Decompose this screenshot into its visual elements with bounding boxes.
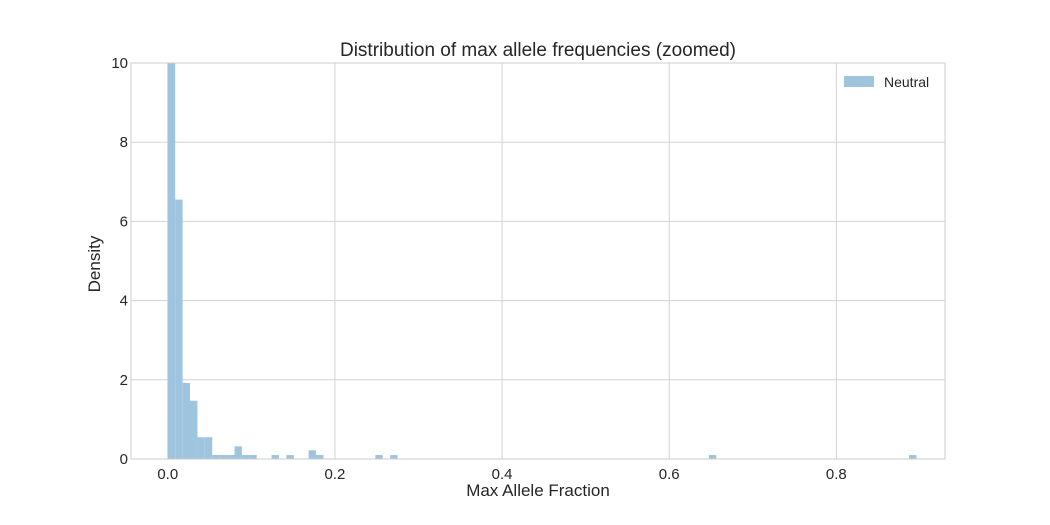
histogram-bar: [219, 455, 228, 459]
histogram-bar: [909, 455, 917, 459]
y-tick-label: 0: [120, 451, 128, 468]
legend: Neutral: [844, 74, 929, 90]
histogram-bar: [286, 455, 294, 459]
y-tick-label: 8: [120, 134, 128, 151]
histogram-bar: [390, 455, 398, 459]
x-tick-label: 0.4: [492, 466, 513, 483]
y-tick-label: 10: [111, 55, 128, 72]
y-tick-label: 2: [120, 372, 128, 389]
histogram-bar: [227, 455, 235, 459]
histogram-bars: [167, 63, 917, 459]
histogram-bar: [316, 455, 324, 459]
histogram-bar: [241, 455, 250, 459]
histogram-bar: [182, 382, 191, 459]
histogram-bar: [204, 437, 213, 459]
x-tick-labels: 0.0 0.2 0.4 0.6 0.8: [157, 466, 846, 483]
x-tick-label: 0.2: [324, 466, 345, 483]
y-tick-label: 6: [120, 213, 128, 230]
x-axis-label: Max Allele Fraction: [466, 481, 610, 500]
y-tick-label: 4: [120, 293, 128, 310]
histogram-bar: [249, 455, 257, 459]
y-axis-label: Density: [85, 235, 104, 292]
histogram-bar: [212, 455, 220, 459]
histogram-bar: [197, 437, 205, 459]
histogram-bar: [234, 446, 242, 459]
histogram-bar: [271, 455, 279, 459]
histogram-bar: [167, 63, 176, 459]
x-tick-label: 0.8: [826, 466, 847, 483]
histogram-bar: [190, 400, 198, 459]
plot-frame: [130, 62, 946, 460]
x-tick-label: 0.0: [157, 466, 178, 483]
histogram-bar: [375, 455, 383, 459]
chart-title: Distribution of max allele frequencies (…: [340, 40, 736, 61]
legend-swatch: [844, 76, 874, 87]
plot-area: [131, 63, 945, 459]
histogram-bar: [308, 450, 317, 459]
x-tick-label: 0.6: [659, 466, 680, 483]
histogram-bar: [175, 199, 183, 459]
legend-label: Neutral: [884, 74, 929, 90]
y-tick-labels: 0 2 4 6 8 10: [111, 55, 128, 468]
histogram-bar: [708, 455, 717, 459]
